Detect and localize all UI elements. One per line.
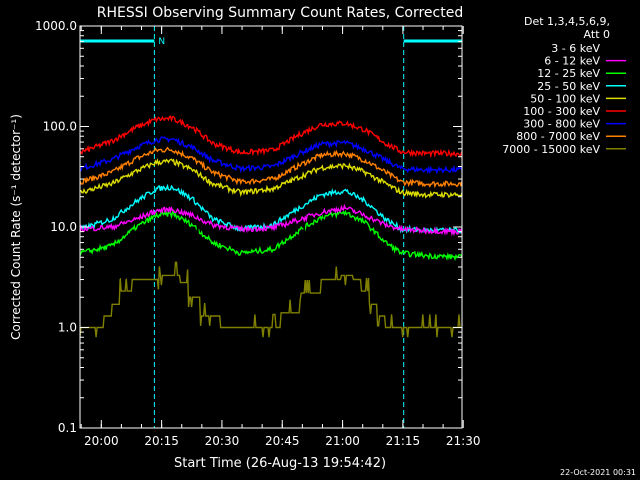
y-axis: 0.1 1.0 10.0 100.0 1000.0 [35,19,462,435]
series-line [80,146,462,189]
legend-label: 6 - 12 keV [544,55,600,68]
x-tick-label: 21:00 [325,434,360,448]
legend-label: 3 - 6 keV [551,42,600,55]
legend-header: Att 0 [584,28,610,41]
series-line [80,218,462,300]
legend-label: 800 - 7000 keV [516,130,600,143]
legend-header: Det 1,3,4,5,6,9, [524,15,610,28]
y-tick-label: 100.0 [43,120,77,134]
series-line [80,115,462,159]
y-tick-label: 1.0 [58,321,77,335]
legend-label: 7000 - 15000 keV [502,143,600,156]
series-line [80,209,462,262]
x-axis: 20:00 20:15 20:30 20:45 21:00 21:15 21:30 [80,26,481,448]
series-line [80,158,462,199]
series-line [80,203,462,237]
x-tick-label: 21:15 [386,434,421,448]
x-axis-label: Start Time (26-Aug-13 19:54:42) [174,456,386,471]
y-tick-label: 0.1 [58,421,77,435]
legend-label: 50 - 100 keV [530,92,600,105]
x-tick-label: 20:00 [84,434,119,448]
legend-label: 25 - 50 keV [537,80,600,93]
legend-label: 100 - 300 keV [523,105,600,118]
x-tick-label: 20:45 [265,434,300,448]
legend-label: 12 - 25 keV [537,67,600,80]
series-line [80,261,462,338]
y-tick-label: 1000.0 [35,19,77,33]
x-tick-label: 20:30 [205,434,240,448]
series-layer [80,115,462,338]
y-tick-label: 10.0 [50,220,77,234]
night-marker-label: N [158,37,165,47]
x-tick-label: 20:15 [144,434,179,448]
chart-title: RHESSI Observing Summary Count Rates, Co… [97,5,463,21]
footer-date: 22-Oct-2021 00:31 [560,468,636,477]
legend-label: 300 - 800 keV [523,118,600,131]
y-axis-label: Corrected Count Rate (s⁻¹ detector⁻¹) [9,114,23,340]
series-line [80,136,462,175]
x-tick-label: 21:30 [446,434,481,448]
